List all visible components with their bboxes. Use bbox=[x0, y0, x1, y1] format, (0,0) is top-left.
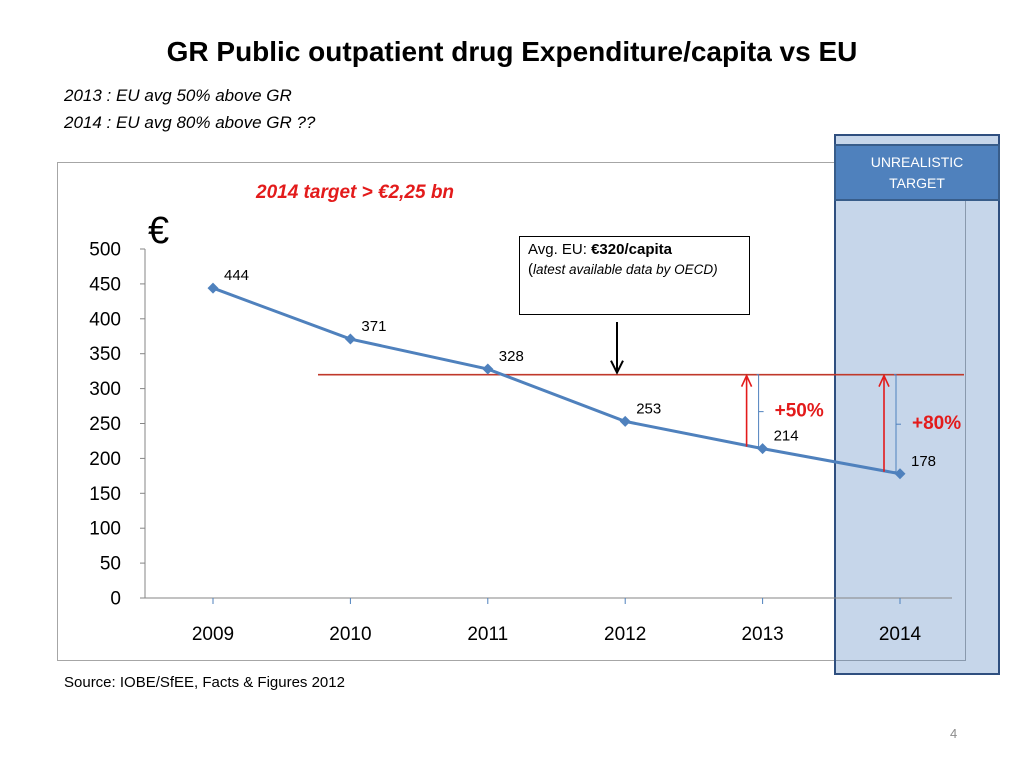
gap-percent-label: +50% bbox=[775, 401, 824, 422]
chart-frame bbox=[57, 162, 966, 661]
data-label: 253 bbox=[636, 400, 661, 417]
data-point-marker bbox=[482, 363, 494, 375]
eu-average-callout: Avg. EU: €320/capita (latest available d… bbox=[519, 236, 750, 315]
x-tick-label: 2011 bbox=[467, 624, 508, 645]
x-tick-label: 2013 bbox=[741, 624, 783, 645]
callout-value: €320/capita bbox=[591, 241, 672, 258]
y-tick-label: 200 bbox=[89, 449, 121, 470]
y-tick-label: 150 bbox=[89, 484, 121, 505]
x-tick-label: 2012 bbox=[604, 624, 646, 645]
target-note: 2014 target > €2,25 bn bbox=[256, 182, 455, 203]
slide-title: GR Public outpatient drug Expenditure/ca… bbox=[166, 36, 858, 67]
data-point-marker bbox=[344, 333, 356, 345]
data-label: 214 bbox=[774, 428, 799, 445]
data-point-marker bbox=[894, 468, 906, 480]
gap-bracket bbox=[756, 374, 760, 448]
data-label: 371 bbox=[361, 318, 386, 335]
y-tick-label: 400 bbox=[89, 309, 121, 330]
subtitle-line-1: 2013 : EU avg 50% above GR bbox=[64, 86, 292, 105]
data-label: 328 bbox=[499, 348, 524, 365]
gap-arrow-head bbox=[878, 373, 890, 387]
callout-paren: ( bbox=[528, 261, 533, 278]
y-tick-label: 300 bbox=[89, 379, 121, 400]
x-tick-label: 2009 bbox=[192, 624, 234, 645]
gap-bracket bbox=[894, 374, 897, 473]
x-tick-label: 2010 bbox=[329, 624, 371, 645]
gap-percent-label: +80% bbox=[912, 413, 961, 434]
data-point-marker bbox=[207, 282, 219, 294]
data-point-marker bbox=[757, 443, 769, 455]
callout-arrow-head bbox=[610, 360, 624, 375]
y-tick-label: 500 bbox=[89, 240, 121, 261]
gap-arrow-head bbox=[740, 373, 753, 387]
series-line bbox=[212, 286, 901, 476]
x-tick-label: 2014 bbox=[879, 624, 922, 645]
data-label: 444 bbox=[224, 267, 249, 284]
subtitle-line-2: 2014 : EU avg 80% above GR ?? bbox=[64, 113, 316, 132]
y-tick-label: 0 bbox=[110, 589, 121, 610]
highlight-2014-box bbox=[834, 134, 1000, 675]
callout-prefix: Avg. EU: bbox=[528, 241, 592, 258]
data-label: 178 bbox=[911, 453, 936, 470]
source-note: Source: IOBE/SfEE, Facts & Figures 2012 bbox=[64, 674, 345, 691]
data-point-marker bbox=[619, 415, 631, 427]
callout-detail: latest available data by OECD) bbox=[533, 262, 718, 277]
unrealistic-target-label: UNREALISTIC TARGET bbox=[834, 144, 1000, 201]
y-tick-label: 50 bbox=[100, 554, 121, 575]
y-tick-label: 250 bbox=[89, 414, 121, 435]
y-tick-label: 450 bbox=[89, 274, 121, 295]
y-tick-label: 100 bbox=[89, 519, 121, 540]
y-axis-unit-label: € bbox=[148, 210, 170, 252]
y-tick-label: 350 bbox=[89, 344, 121, 365]
page-number: 4 bbox=[950, 726, 958, 741]
